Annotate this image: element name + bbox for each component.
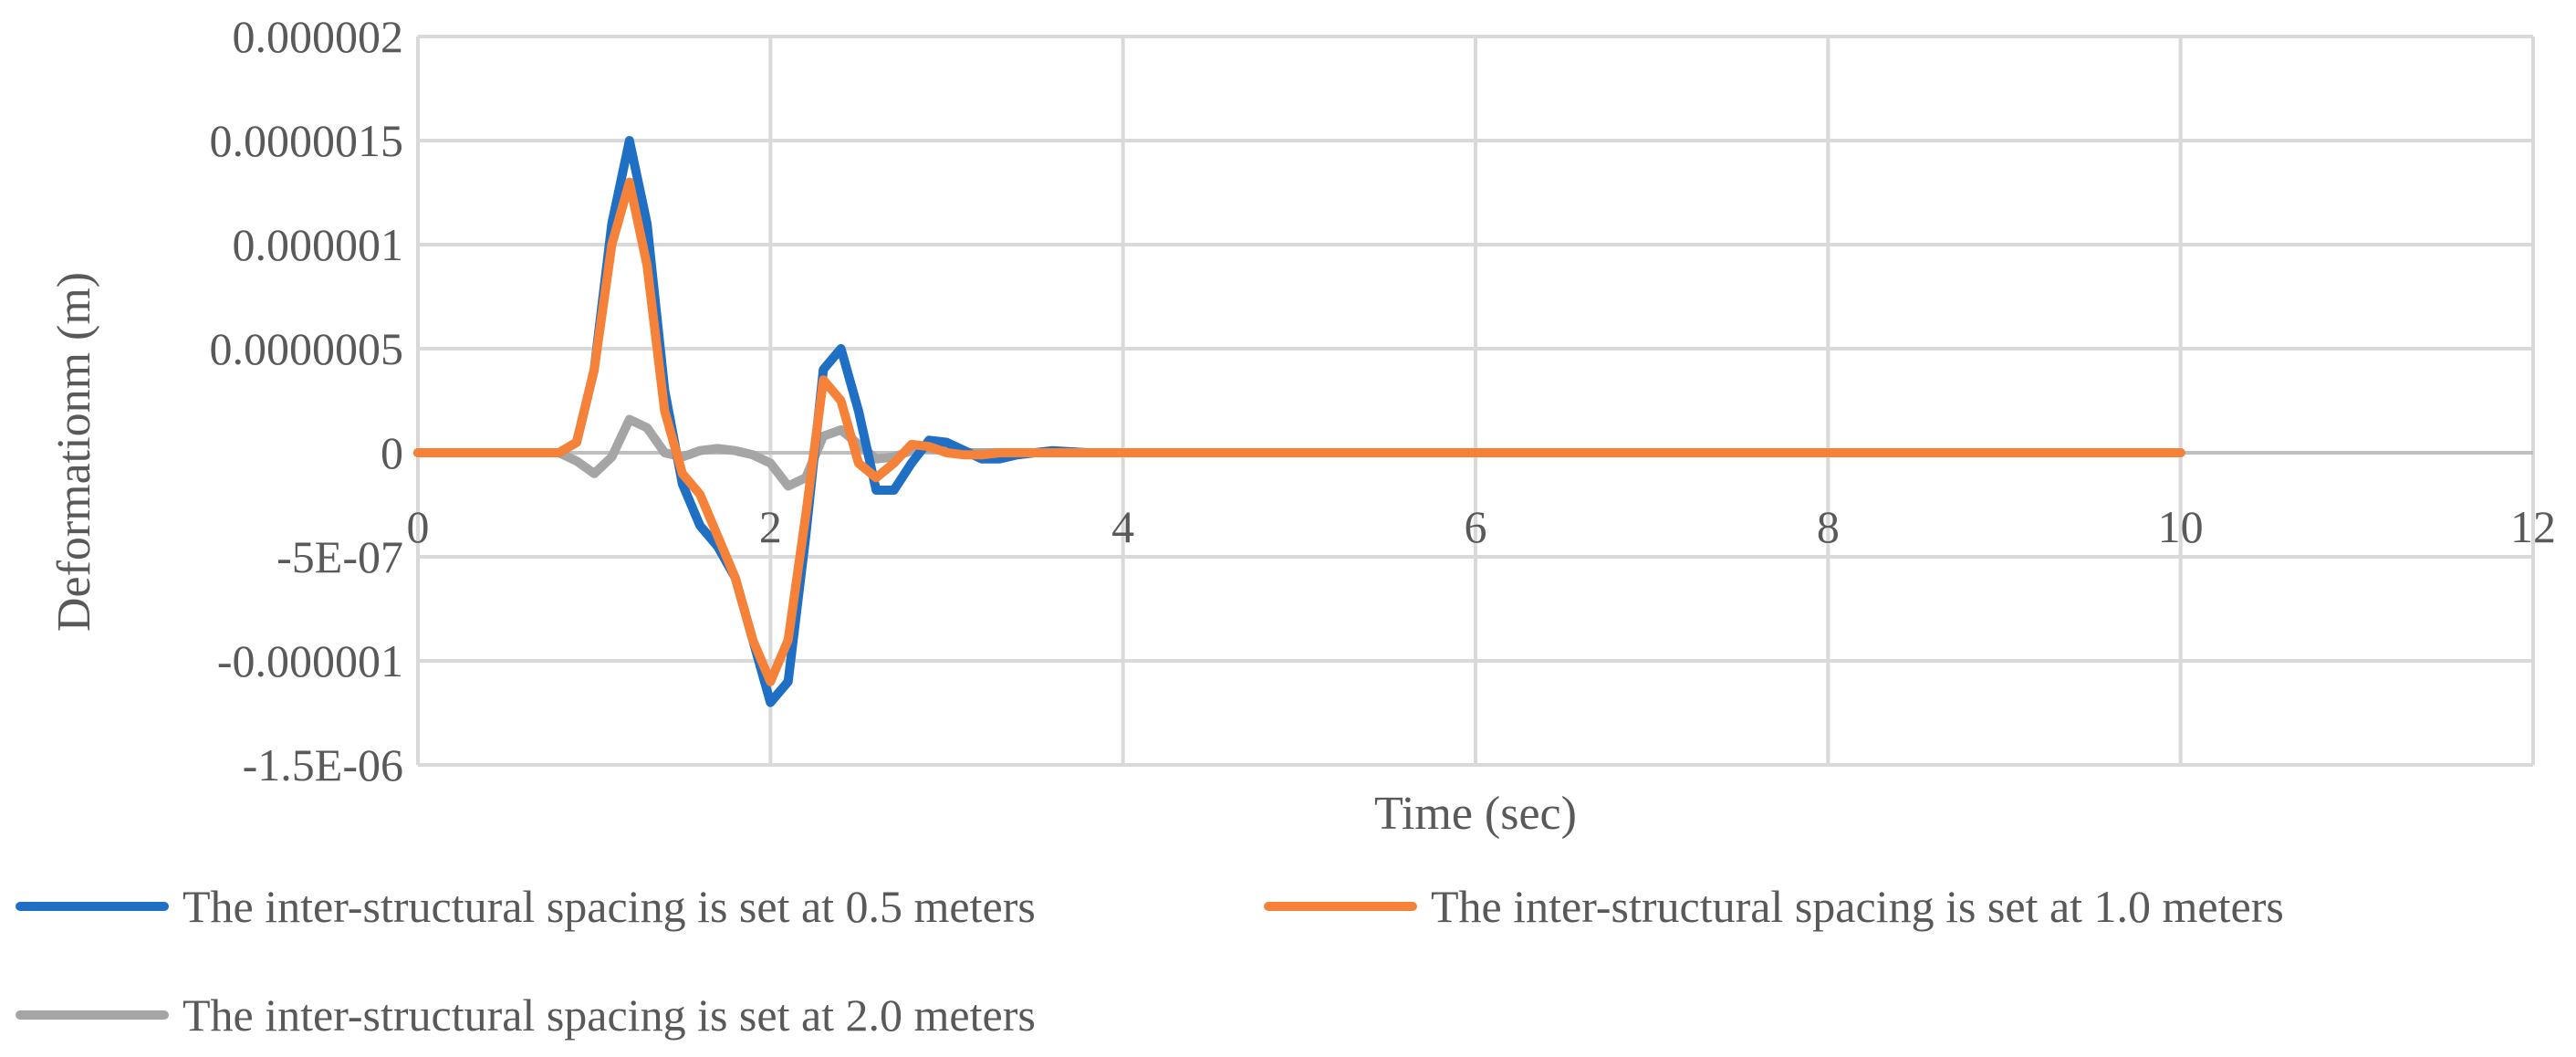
legend-item-3: The inter-structural spacing is set at 2… — [16, 989, 1036, 1041]
legend-label: The inter-structural spacing is set at 2… — [183, 989, 1036, 1041]
x-axis-ticks: 0 2 4 6 8 10 12 — [407, 501, 2557, 552]
y-tick-label: 0.0000015 — [210, 115, 404, 166]
y-tick-label: -5E-07 — [276, 531, 403, 582]
legend-item-2: The inter-structural spacing is set at 1… — [1264, 881, 2284, 932]
series-lines — [413, 136, 2185, 707]
x-tick-label: 8 — [1817, 501, 1840, 552]
series-line-2 — [413, 177, 2185, 686]
legend-item-1: The inter-structural spacing is set at 0… — [16, 881, 1036, 932]
y-tick-label: 0.000001 — [233, 219, 404, 270]
x-axis-label: Time (sec) — [1374, 788, 1577, 840]
x-tick-label: 12 — [2510, 501, 2556, 552]
x-tick-label: 4 — [1111, 501, 1134, 552]
y-tick-label: 0.000002 — [233, 11, 404, 62]
legend-label: The inter-structural spacing is set at 1… — [1431, 881, 2284, 932]
y-tick-label: 0 — [381, 427, 403, 478]
x-tick-label: 6 — [1465, 501, 1487, 552]
x-tick-label: 0 — [407, 501, 430, 552]
y-tick-label: 0.0000005 — [210, 323, 404, 374]
gridlines — [416, 35, 2535, 767]
x-tick-label: 2 — [759, 501, 782, 552]
y-tick-label: -1.5E-06 — [243, 739, 403, 790]
y-axis-label: Deformationm (m) — [48, 272, 100, 632]
legend-label: The inter-structural spacing is set at 0… — [183, 881, 1036, 932]
y-axis-ticks: 0.000002 0.0000015 0.000001 0.0000005 0 -5E-0… — [210, 11, 404, 790]
y-tick-label: -0.000001 — [217, 635, 403, 686]
legend: The inter-structural spacing is set at 0… — [16, 881, 2284, 1041]
x-tick-label: 10 — [2158, 501, 2204, 552]
series-line-1 — [413, 136, 2185, 707]
